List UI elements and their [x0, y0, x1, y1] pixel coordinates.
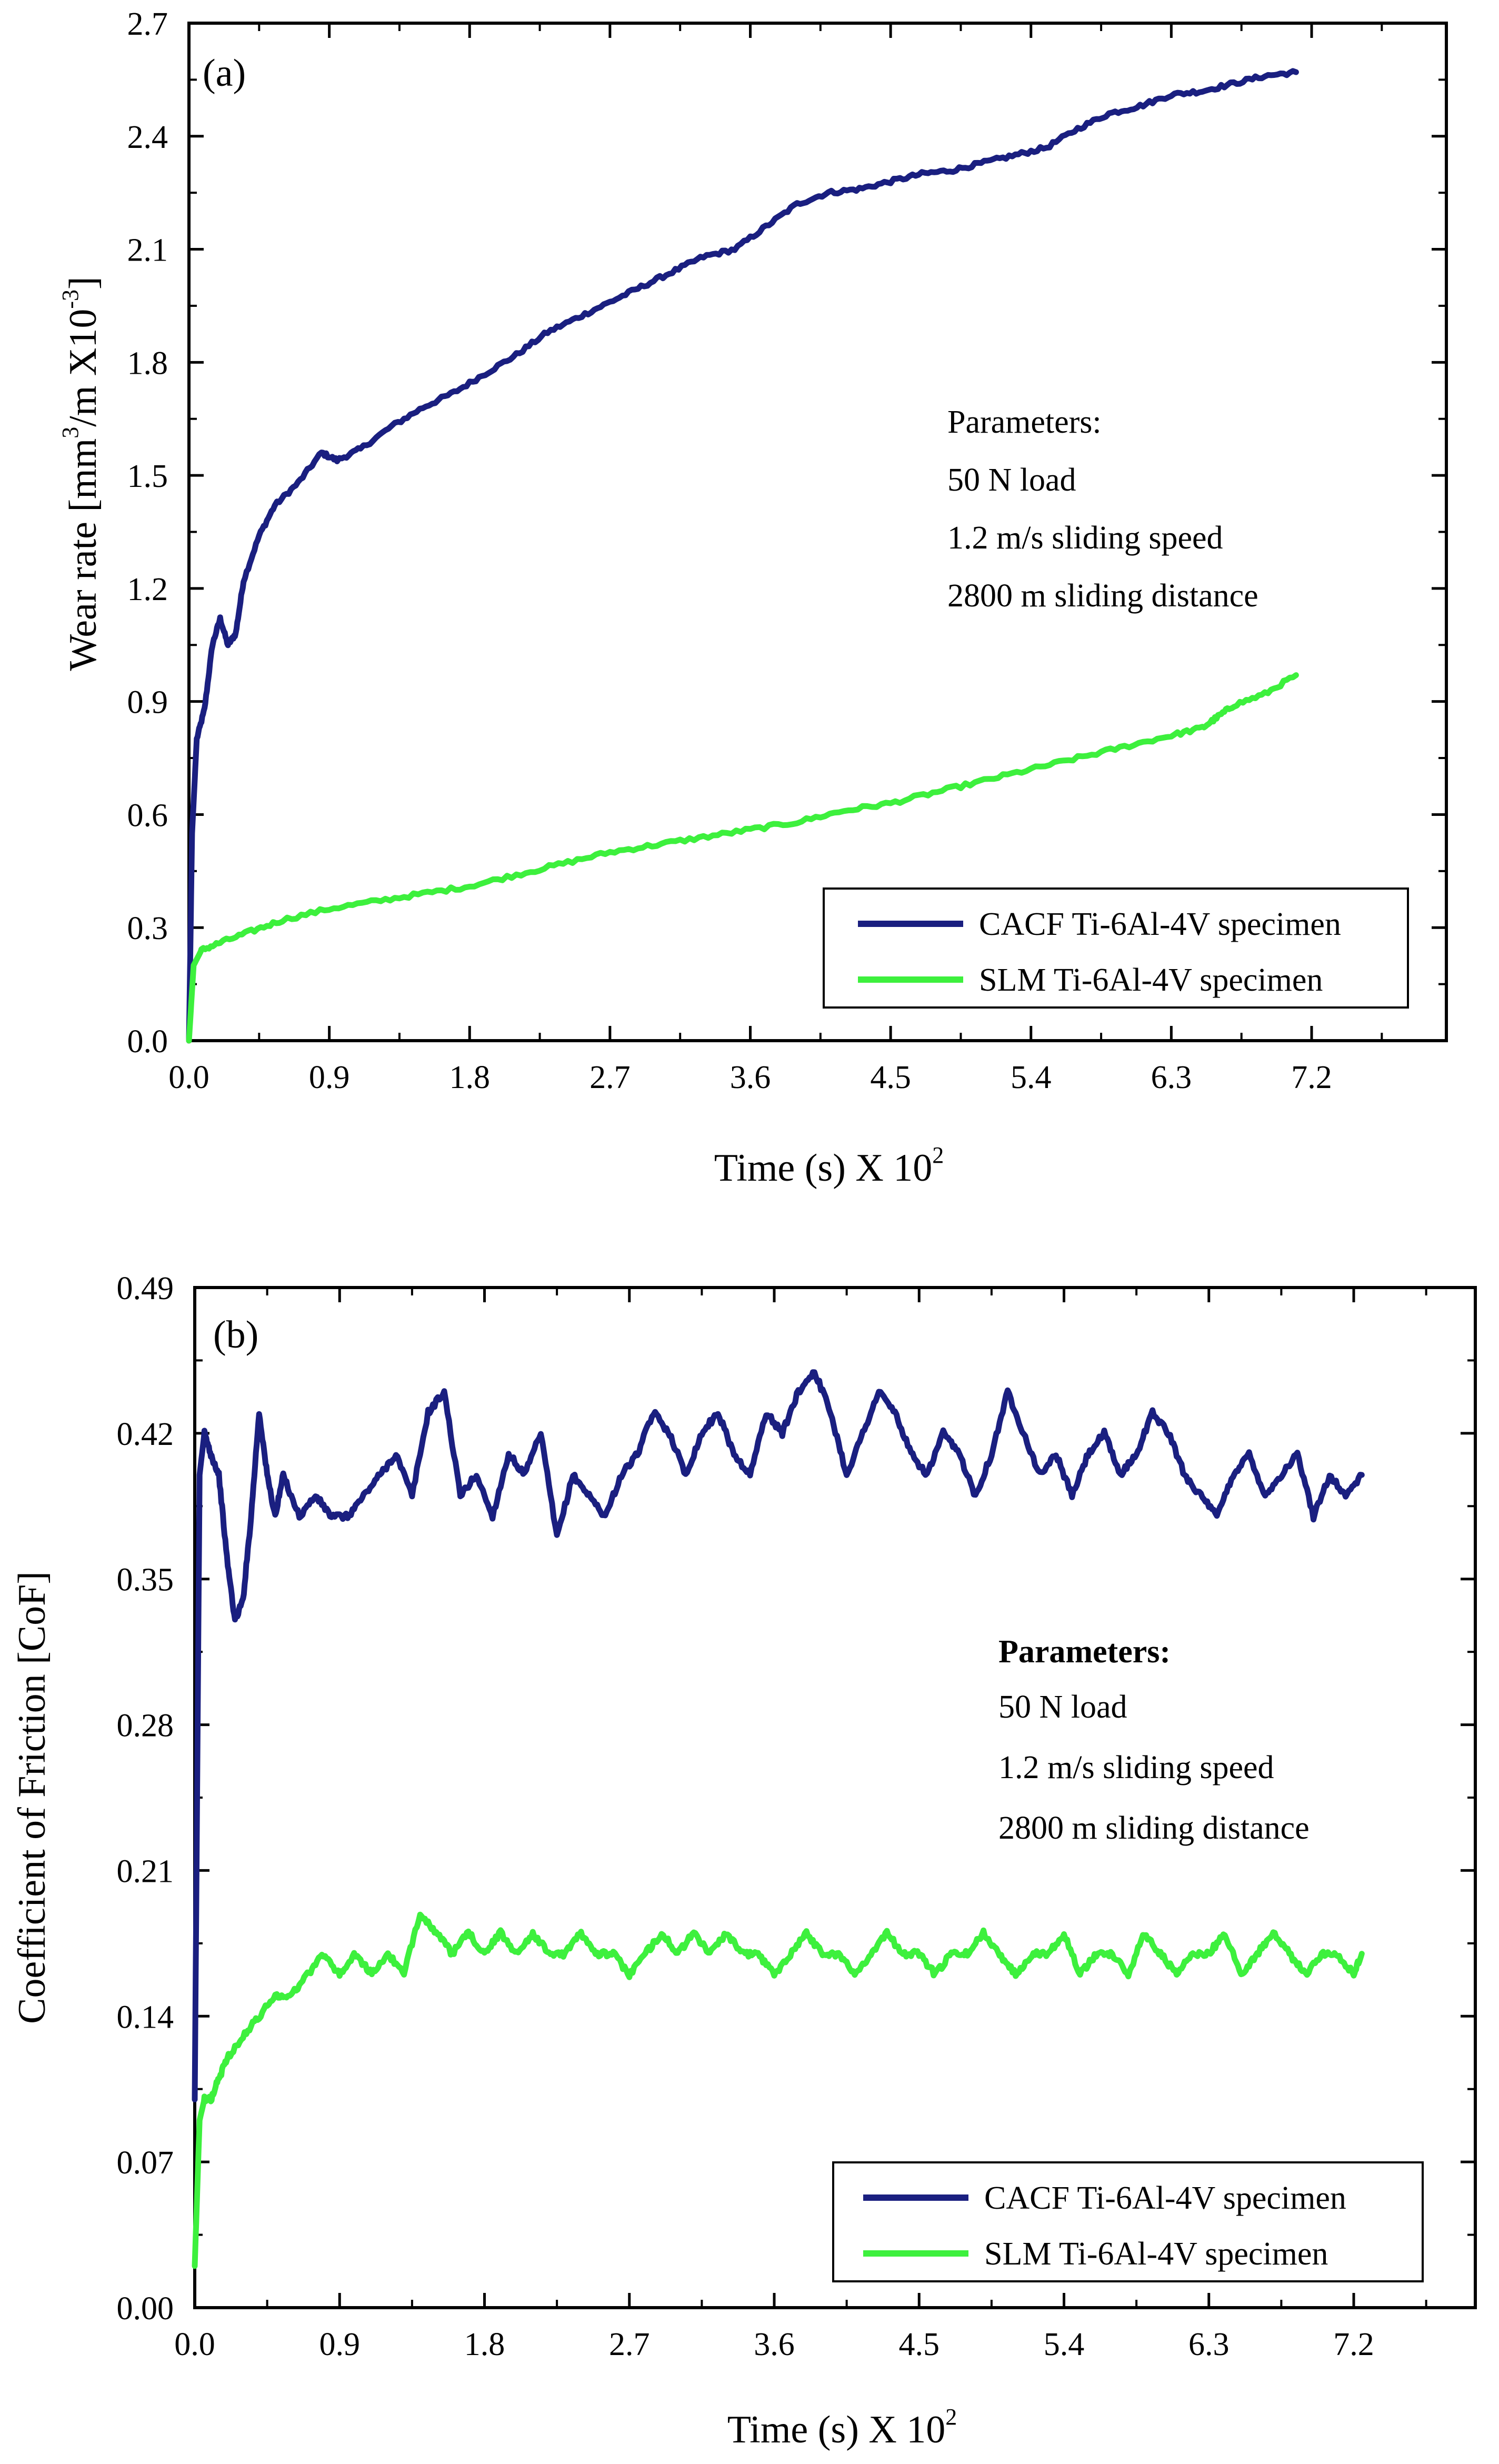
y-tick-label: 1.2 — [127, 572, 168, 607]
y-tick-label: 0.28 — [117, 1708, 174, 1744]
x-tick-label: 0.0 — [168, 1060, 209, 1095]
x-tick-label: 1.8 — [449, 1060, 491, 1095]
y-tick-label: 2.1 — [127, 233, 168, 268]
panel-a-x-axis-title: Time (s) X 102 — [714, 1142, 944, 1190]
x-tick-label: 0.0 — [174, 2327, 215, 2362]
panel-a-annotation-line-2: 1.2 m/s sliding speed — [947, 520, 1223, 556]
y-tick-label: 0.07 — [117, 2145, 174, 2181]
y-tick-label: 0.3 — [127, 911, 168, 946]
panel-b-legend-label-cacf: CACF Ti-6Al-4V specimen — [984, 2180, 1346, 2216]
panel-a-y-axis-title: Wear rate [mm3/m X10-3] — [57, 276, 105, 671]
panel-b-legend-box — [832, 2161, 1424, 2282]
panel-a-legend-box — [823, 887, 1409, 1009]
y-tick-label: 1.5 — [127, 458, 168, 494]
y-tick-label: 0.14 — [117, 1999, 174, 2035]
x-tick-label: 0.9 — [309, 1060, 350, 1095]
panel-a-legend-label-slm: SLM Ti-6Al-4V specimen — [979, 962, 1323, 998]
series-line-slm — [186, 672, 1299, 1044]
y-tick-label: 2.7 — [127, 6, 168, 42]
panel-b-y-axis-title: Coefficient of Friction [CoF] — [11, 1571, 54, 2024]
x-tick-label: 5.4 — [1011, 1060, 1052, 1095]
y-tick-label: 0.49 — [117, 1271, 174, 1306]
panel-b-y-ticks: 0.00 0.07 0.14 0.21 0.28 0.35 0.42 0.49 — [117, 1271, 1475, 2327]
x-tick-label: 3.6 — [754, 2327, 795, 2362]
x-tick-label: 7.2 — [1333, 2327, 1374, 2362]
x-tick-label: 3.6 — [730, 1060, 771, 1095]
panel-a-annotation-line-1: 50 N load — [947, 462, 1076, 498]
panel-b-annotation-line-1: 50 N load — [998, 1689, 1127, 1725]
x-tick-label: 4.5 — [899, 2327, 940, 2362]
panel-b-legend-label-slm: SLM Ti-6Al-4V specimen — [984, 2236, 1328, 2272]
panel-b-series — [192, 1369, 1365, 2269]
x-tick-label: 0.9 — [319, 2327, 361, 2362]
y-tick-label: 0.6 — [127, 797, 168, 833]
x-tick-label: 5.4 — [1044, 2327, 1085, 2362]
panel-b: 0.0 0.9 1.8 2.7 3.6 4.5 5.4 6.3 7.2 0.00 0.07 0.14… — [11, 1271, 1477, 2451]
x-tick-label: 6.3 — [1151, 1060, 1192, 1095]
series-line-cacf — [192, 1369, 1365, 2102]
y-tick-label: 0.42 — [117, 1416, 174, 1452]
y-tick-label: 2.4 — [127, 119, 168, 155]
x-tick-label: 4.5 — [870, 1060, 911, 1095]
y-tick-label: 0.9 — [127, 685, 168, 721]
x-tick-label: 7.2 — [1291, 1060, 1332, 1095]
panel-a-series — [186, 68, 1299, 1044]
panel-b-annotation-line-2: 1.2 m/s sliding speed — [998, 1750, 1274, 1785]
x-tick-label: 2.7 — [589, 1060, 631, 1095]
series-line-slm — [192, 1911, 1365, 2269]
x-tick-label: 1.8 — [464, 2327, 505, 2362]
panel-b-frame — [193, 1286, 1477, 2309]
panel-b-annotation-title: Parameters: — [998, 1634, 1171, 1670]
series-line-cacf — [186, 68, 1299, 1044]
panel-a-label: (a) — [203, 52, 246, 95]
x-tick-label: 6.3 — [1188, 2327, 1230, 2362]
y-tick-label: 0.35 — [117, 1562, 174, 1598]
y-tick-label: 0.0 — [127, 1024, 168, 1060]
y-tick-label: 1.8 — [127, 345, 168, 381]
panel-a-annotation: Parameters: 50 N load 1.2 m/s sliding sp… — [947, 404, 1258, 614]
panel-a-annotation-line-3: 2800 m sliding distance — [947, 578, 1258, 614]
panel-b-legend: CACF Ti-6Al-4V specimen SLM Ti-6Al-4V sp… — [832, 2161, 1424, 2282]
panel-b-x-axis-title: Time (s) X 102 — [727, 2404, 957, 2451]
panel-b-annotation-line-3: 2800 m sliding distance — [998, 1810, 1310, 1846]
panel-a: 0.0 0.9 1.8 2.7 3.6 4.5 5.4 6.3 7.2 0.0 0.3 0.6 0.9… — [57, 6, 1448, 1190]
panel-a-x-ticks: 0.0 0.9 1.8 2.7 3.6 4.5 5.4 6.3 7.2 — [168, 23, 1383, 1095]
panel-a-y-ticks: 0.0 0.3 0.6 0.9 1.2 1.5 1.8 2.1 2.4 2.7 — [127, 6, 1446, 1060]
panel-b-annotation: Parameters: 50 N load 1.2 m/s sliding sp… — [998, 1634, 1310, 1846]
panel-b-label: (b) — [213, 1313, 258, 1356]
y-tick-label: 0.00 — [117, 2291, 174, 2327]
panel-a-legend: CACF Ti-6Al-4V specimen SLM Ti-6Al-4V sp… — [823, 887, 1409, 1009]
panel-a-legend-label-cacf: CACF Ti-6Al-4V specimen — [979, 906, 1341, 942]
panel-a-annotation-title: Parameters: — [947, 404, 1102, 440]
y-tick-label: 0.21 — [117, 1853, 174, 1889]
panel-b-x-ticks: 0.0 0.9 1.8 2.7 3.6 4.5 5.4 6.3 7.2 — [174, 1288, 1427, 2362]
x-tick-label: 2.7 — [609, 2327, 650, 2362]
